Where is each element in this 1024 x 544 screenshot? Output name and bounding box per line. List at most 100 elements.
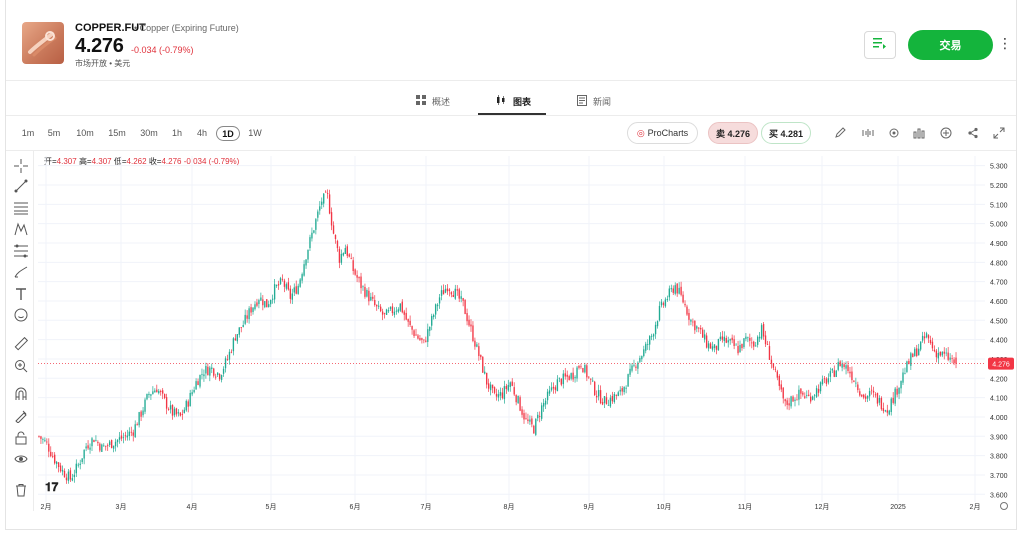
compare-icon[interactable] — [912, 126, 926, 140]
candle-body — [258, 300, 260, 305]
more-options-button[interactable]: ⋮ — [998, 35, 1012, 51]
candle-body — [432, 314, 435, 318]
candle-body — [855, 382, 857, 384]
candle-body — [741, 343, 743, 349]
candle-body — [352, 260, 354, 271]
candle-body — [674, 285, 676, 294]
candle-body — [391, 306, 394, 314]
price-chart[interactable]: 5.300 5.200 5.100 5.000 4.900 4.800 4.700 4.600… — [35, 152, 1017, 510]
candle-body — [266, 299, 268, 308]
candle-body — [134, 424, 136, 438]
candle-body — [171, 404, 174, 416]
fullscreen-icon[interactable] — [992, 126, 1006, 140]
timeframe-5m[interactable]: 5m — [47, 128, 61, 138]
timeframe-30m[interactable]: 30m — [140, 128, 158, 138]
candle-body — [868, 391, 871, 397]
candle-body — [542, 403, 545, 407]
procharts-button[interactable]: ◎ ProCharts — [627, 122, 698, 144]
candle-body — [815, 388, 818, 397]
candle-body — [529, 419, 531, 422]
magnet-icon[interactable] — [14, 387, 28, 401]
trash-icon[interactable] — [14, 483, 28, 497]
settings-icon[interactable] — [887, 126, 901, 140]
zoom-in-icon[interactable] — [14, 359, 28, 373]
candle-body — [939, 351, 941, 356]
divider — [6, 115, 1016, 116]
high-value: 4.307 — [91, 157, 112, 166]
candle-body — [246, 315, 248, 319]
candle-body — [916, 348, 918, 356]
y-tick-label: 4.900 — [990, 241, 1008, 248]
trade-button[interactable]: 交易 — [908, 30, 993, 60]
candle-body — [423, 339, 425, 341]
candle-body — [75, 463, 77, 474]
lock-icon[interactable] — [14, 431, 28, 445]
candle-body — [884, 410, 887, 412]
tab-overview[interactable]: 概述 — [416, 88, 450, 114]
candle-body — [330, 212, 333, 226]
candle-body — [601, 402, 604, 405]
candle-body — [588, 376, 590, 378]
candle-body — [450, 292, 453, 295]
y-tick-label: 5.300 — [990, 164, 1008, 171]
candle-body — [808, 394, 810, 396]
candle-body — [107, 445, 109, 447]
procharts-icon: ◎ — [636, 127, 645, 138]
candle-body — [291, 293, 293, 300]
tab-chart[interactable]: 图表 — [496, 88, 531, 114]
candle-body — [85, 446, 87, 449]
brush-icon[interactable] — [14, 265, 28, 279]
candle-body — [802, 392, 804, 395]
timeframe-1m[interactable]: 1m — [21, 128, 35, 138]
candle-body — [813, 395, 816, 397]
timeframe-4h[interactable]: 4h — [196, 128, 207, 138]
candle-body — [751, 342, 753, 344]
timeframe-10m[interactable]: 10m — [76, 128, 94, 138]
y-tick-label: 3.800 — [990, 454, 1008, 461]
share-icon[interactable] — [966, 126, 980, 140]
candle-body — [379, 306, 382, 312]
candle-body — [427, 329, 429, 342]
timeframe-1h[interactable]: 1h — [171, 128, 182, 138]
candle-body — [387, 310, 390, 312]
candle-body — [44, 440, 46, 442]
candle-body — [466, 313, 468, 322]
add-indicator-icon[interactable] — [939, 126, 953, 140]
buy-button[interactable]: 买 4.281 — [761, 122, 811, 144]
tab-news[interactable]: 新闻 — [577, 88, 611, 114]
timeframe-15m[interactable]: 15m — [108, 128, 126, 138]
indicators-icon[interactable] — [861, 126, 875, 140]
ruler-icon[interactable] — [14, 337, 28, 351]
text-tool-icon[interactable] — [14, 287, 28, 301]
candle-body — [173, 408, 176, 416]
trend-line-icon[interactable] — [14, 179, 28, 193]
candle-body — [933, 349, 936, 352]
lock-drawing-icon[interactable] — [14, 409, 28, 423]
instrument-description: • Copper (Expiring Future) — [134, 23, 239, 33]
watchlist-button[interactable] — [864, 31, 896, 59]
timeframe-1w[interactable]: 1W — [248, 128, 262, 138]
candle-body — [52, 455, 54, 457]
emoji-icon[interactable] — [14, 308, 28, 322]
horizontal-lines-icon[interactable] — [14, 201, 28, 215]
y-tick-label: 3.900 — [990, 434, 1008, 441]
candle-body — [370, 296, 372, 301]
candle-body — [54, 454, 56, 464]
candle-body — [554, 387, 557, 390]
candle-body — [305, 259, 307, 266]
candle-body — [574, 377, 576, 379]
draw-pencil-icon[interactable] — [833, 126, 847, 140]
candle-body — [747, 337, 749, 339]
candle-body — [552, 386, 555, 389]
fib-retracement-icon[interactable] — [14, 244, 28, 258]
candle-body — [409, 320, 411, 325]
candle-body — [216, 372, 219, 375]
candle-body — [727, 340, 729, 343]
candle-body — [827, 378, 830, 383]
pitchfork-icon[interactable] — [14, 222, 28, 236]
candle-body — [705, 335, 708, 348]
timeframe-1d[interactable]: 1D — [216, 126, 240, 141]
eye-icon[interactable] — [14, 452, 28, 466]
sell-button[interactable]: 卖 4.276 — [708, 122, 758, 144]
crosshair-icon[interactable] — [14, 159, 28, 173]
